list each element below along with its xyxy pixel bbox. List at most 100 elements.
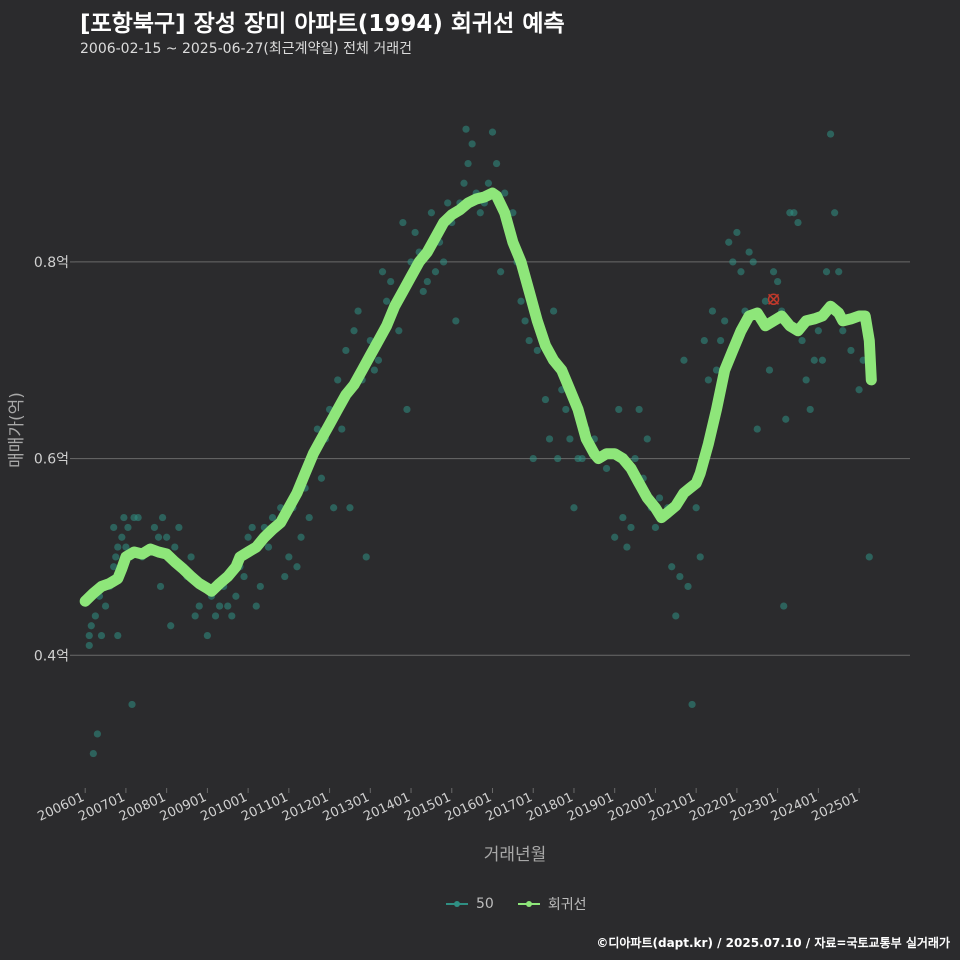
data-point: [317, 474, 326, 482]
data-point: [423, 277, 431, 286]
data-point: [203, 631, 211, 640]
data-point: [672, 612, 680, 620]
data-point: [566, 435, 574, 443]
data-point: [211, 612, 220, 620]
data-point: [708, 307, 717, 315]
highlight-cross: [768, 293, 780, 305]
legend-label-50: 50: [476, 896, 494, 912]
data-point: [354, 307, 362, 315]
data-point: [163, 533, 171, 541]
data-point: [419, 287, 427, 296]
data-point: [87, 622, 95, 630]
data-point: [712, 366, 721, 374]
data-point: [509, 209, 517, 217]
data-point: [721, 317, 729, 325]
data-point: [215, 602, 224, 610]
data-point: [334, 376, 342, 384]
x-axis-label: 거래년월: [484, 845, 547, 865]
data-point: [769, 268, 778, 276]
data-point: [680, 356, 688, 364]
data-point: [643, 435, 651, 443]
data-point: [452, 317, 460, 325]
data-point: [118, 533, 126, 541]
data-point: [476, 209, 484, 217]
data-point: [655, 494, 664, 502]
data-point: [395, 327, 403, 335]
data-point: [818, 356, 827, 364]
data-point: [122, 543, 130, 551]
data-point: [753, 425, 761, 433]
data-point: [150, 523, 159, 532]
data-point: [517, 297, 525, 305]
data-point: [431, 268, 440, 276]
data-point: [619, 513, 627, 522]
data-point: [814, 327, 822, 335]
data-point: [794, 218, 802, 227]
data-point: [847, 346, 855, 355]
data-point: [85, 631, 93, 640]
data-point: [692, 504, 700, 512]
data-point: [403, 405, 411, 414]
data-point: [444, 199, 452, 207]
data-point: [187, 553, 195, 561]
legend-key-regression: [516, 894, 542, 914]
data-point: [623, 543, 631, 551]
data-point: [651, 523, 660, 532]
data-point: [855, 386, 863, 394]
data-point: [782, 415, 790, 423]
data-point: [798, 336, 806, 345]
highlight-marker: [767, 293, 780, 306]
legend-item-regression: 회귀선: [516, 894, 586, 914]
data-point: [696, 553, 704, 561]
data-point: [826, 130, 835, 138]
data-point: [835, 268, 843, 276]
data-point: [382, 297, 391, 305]
data-point: [725, 238, 733, 246]
data-point: [562, 405, 570, 414]
data-point: [501, 189, 509, 197]
data-point: [240, 572, 248, 581]
data-point: [729, 258, 737, 266]
data-point: [264, 543, 273, 551]
data-point: [248, 523, 256, 532]
data-point: [774, 277, 782, 286]
data-point: [484, 179, 493, 187]
data-point: [370, 366, 378, 374]
data-point: [330, 504, 338, 512]
data-point: [460, 179, 468, 187]
data-point: [338, 425, 346, 433]
data-point: [114, 631, 122, 640]
data-point: [761, 297, 770, 305]
data-point: [374, 356, 383, 364]
data-point: [362, 553, 370, 561]
data-point: [765, 366, 774, 374]
regression-line-layer: [79, 187, 877, 607]
data-point: [124, 523, 132, 532]
data-point: [293, 563, 301, 571]
data-point: [533, 346, 541, 355]
data-point: [427, 209, 436, 217]
data-point: [224, 602, 232, 610]
data-point: [464, 159, 472, 168]
data-point: [411, 228, 419, 237]
data-point: [631, 454, 639, 463]
data-point: [244, 533, 252, 541]
data-point: [91, 612, 99, 620]
data-point: [578, 454, 586, 463]
scatter-points: [85, 125, 873, 758]
data-point: [342, 346, 350, 355]
y-axis-ticks: 0.4억 0.6억 0.8억: [34, 255, 75, 664]
data-point: [602, 464, 611, 473]
data-point: [313, 425, 321, 433]
data-point: [822, 268, 831, 276]
data-point: [810, 356, 818, 364]
data-point: [112, 553, 120, 561]
data-point: [749, 258, 757, 266]
legend-item-50: 50: [444, 894, 494, 914]
data-point: [780, 602, 788, 610]
y-tick-label: 0.8억: [34, 255, 69, 271]
data-point: [497, 268, 505, 276]
x-axis-ticks: 2006012007012008012009012010012011012012…: [36, 788, 861, 825]
data-point: [611, 533, 619, 541]
